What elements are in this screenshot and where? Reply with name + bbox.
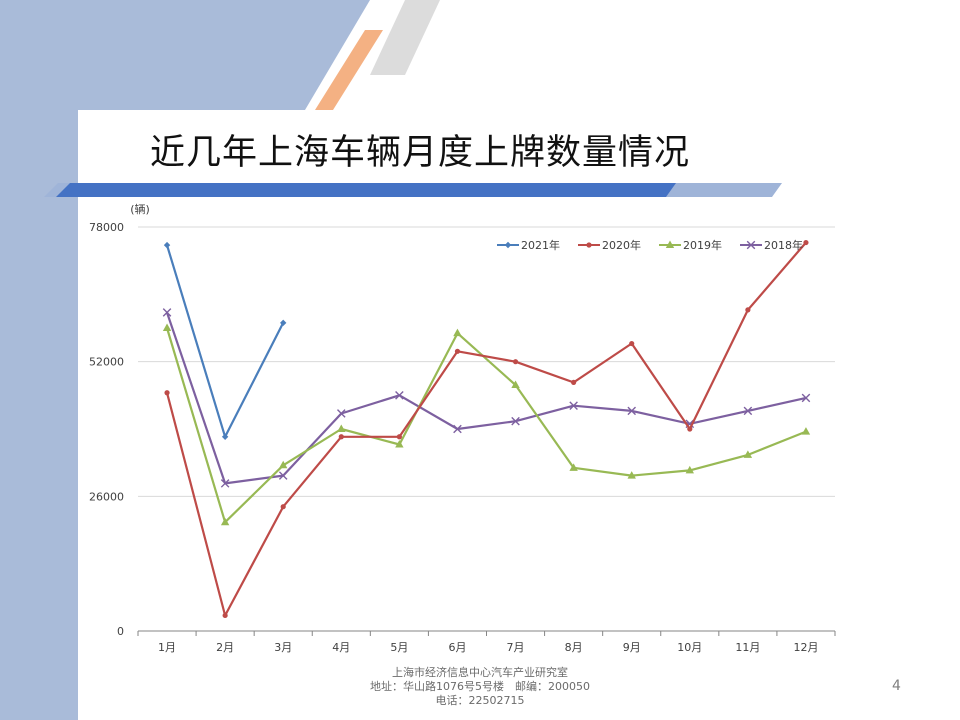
series-2019-point: [569, 463, 578, 471]
accent-orange-slash: [315, 30, 383, 110]
series-2018-point: [278, 471, 288, 480]
series-2019-point: [337, 424, 346, 432]
y-axis-label: (辆): [130, 202, 150, 216]
legend-2020-marker: [586, 242, 592, 248]
series-2018-point: [336, 409, 346, 418]
x-tick-label: 5月: [390, 641, 408, 654]
series-2018-point: [395, 391, 404, 400]
series-2018-point: [220, 479, 230, 488]
x-tick-label: 1月: [158, 641, 176, 654]
series-2020-point: [512, 359, 519, 365]
series-2018-point: [801, 393, 811, 403]
series-2020-point: [629, 340, 635, 347]
header-decoration: [44, 0, 782, 197]
series-2020-point: [396, 434, 402, 440]
x-tick-label: 3月: [274, 641, 292, 654]
series-2020-point: [164, 390, 170, 396]
x-tick-label: 8月: [565, 641, 583, 654]
x-tick-label: 4月: [332, 641, 350, 654]
y-tick-label: 0: [117, 625, 124, 638]
series-2020-point: [454, 348, 461, 354]
legend-2019-marker: [665, 240, 675, 248]
series-2021-line: [165, 244, 285, 438]
accent-gray-slash: [370, 0, 440, 75]
series-2020-line: [165, 241, 807, 617]
y-tick-label: 52000: [89, 356, 124, 369]
y-tick-label: 26000: [89, 490, 124, 503]
header-stripe-dark: [56, 183, 676, 197]
series-2019-point: [511, 380, 520, 388]
x-tick-label: 7月: [507, 641, 525, 654]
series-2020-point: [338, 434, 344, 440]
series-2020-point: [803, 239, 809, 246]
x-tick-label: 11月: [735, 641, 760, 654]
legend-2020-label: 2020年: [602, 238, 641, 252]
series-2019-line: [165, 327, 807, 524]
series-2018-point: [511, 416, 520, 426]
x-tick-label: 10月: [677, 641, 702, 654]
series-2018-point: [627, 406, 637, 416]
series-2021-point: [221, 433, 229, 440]
series-2019-point: [162, 323, 172, 331]
series-2018-point: [569, 401, 578, 410]
footer-info: 上海市经济信息中心汽车产业研究室 地址：华山路1076号5号楼 邮编：20005…: [340, 666, 620, 708]
legend-2019-label: 2019年: [683, 238, 722, 252]
y-tick-label: 78000: [89, 221, 124, 234]
series-2019-point: [685, 465, 694, 474]
footer-line-phone: 电话：22502715: [435, 694, 525, 707]
series-2020-point: [280, 504, 286, 510]
header-blue-block: [78, 0, 370, 110]
series-2019-point: [453, 328, 462, 337]
page-number: 4: [892, 678, 901, 694]
series-2018-point: [743, 406, 753, 416]
x-tick-label: 9月: [623, 641, 641, 654]
series-2018-point: [685, 419, 695, 429]
series-2019-point: [279, 460, 288, 469]
x-tick-label: 2月: [216, 641, 234, 654]
series-2020-point: [687, 426, 693, 432]
legend-2018-label: 2018年: [764, 238, 803, 252]
series-2020-point: [222, 612, 228, 619]
legend-2021-label: 2021年: [521, 238, 560, 252]
series-2018-point: [162, 308, 172, 317]
series-2019-point: [220, 517, 230, 526]
x-tick-label: 6月: [448, 641, 466, 654]
left-decor-band: [0, 0, 78, 720]
legend-2018-marker: [746, 240, 756, 250]
series-2021-point: [163, 241, 171, 249]
series-2019-point: [801, 427, 811, 435]
series-2020-point: [571, 379, 577, 385]
slide-title: 近几年上海车辆月度上牌数量情况: [150, 133, 691, 173]
legend-2021-marker: [504, 241, 512, 249]
x-tick-label: 12月: [793, 641, 818, 654]
series-2019-point: [395, 440, 404, 448]
footer-line-org: 上海市经济信息中心汽车产业研究室: [392, 666, 568, 679]
series-2019-point: [743, 450, 753, 458]
series-2019-point: [627, 471, 636, 479]
series-2020-point: [745, 307, 751, 313]
series-2021-point: [280, 319, 287, 327]
footer-line-address: 地址：华山路1076号5号楼 邮编：200050: [370, 680, 590, 693]
series-2018-line: [165, 312, 807, 485]
series-2018-point: [453, 424, 462, 434]
